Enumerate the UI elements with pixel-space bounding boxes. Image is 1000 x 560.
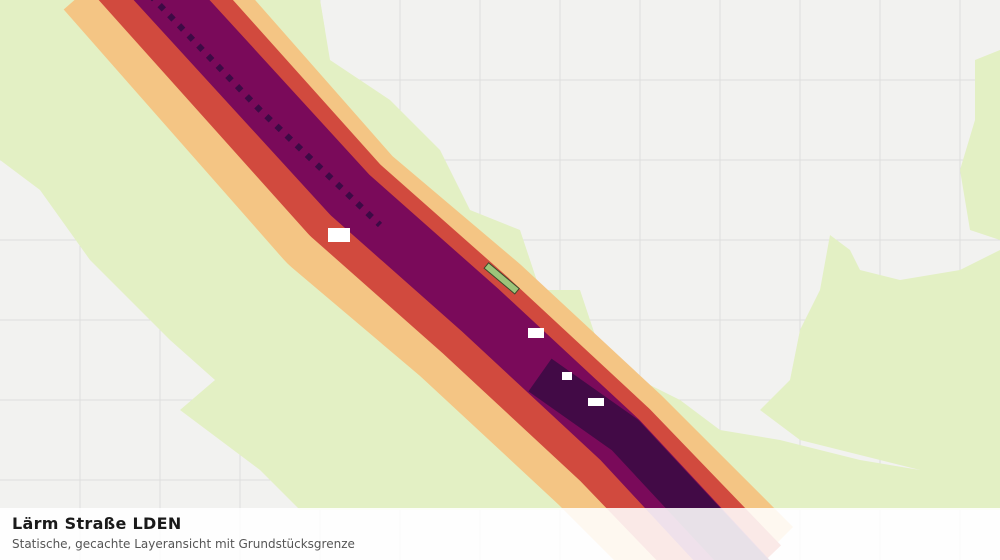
info-panel: Lärm Straße LDEN Statische, gecachte Lay… bbox=[0, 508, 1000, 560]
parcel-boundary[interactable] bbox=[483, 262, 520, 295]
layer-title: Lärm Straße LDEN bbox=[12, 514, 182, 533]
gaps bbox=[328, 228, 604, 406]
layer-subtitle: Statische, gecachte Layeransicht mit Gru… bbox=[12, 537, 355, 551]
